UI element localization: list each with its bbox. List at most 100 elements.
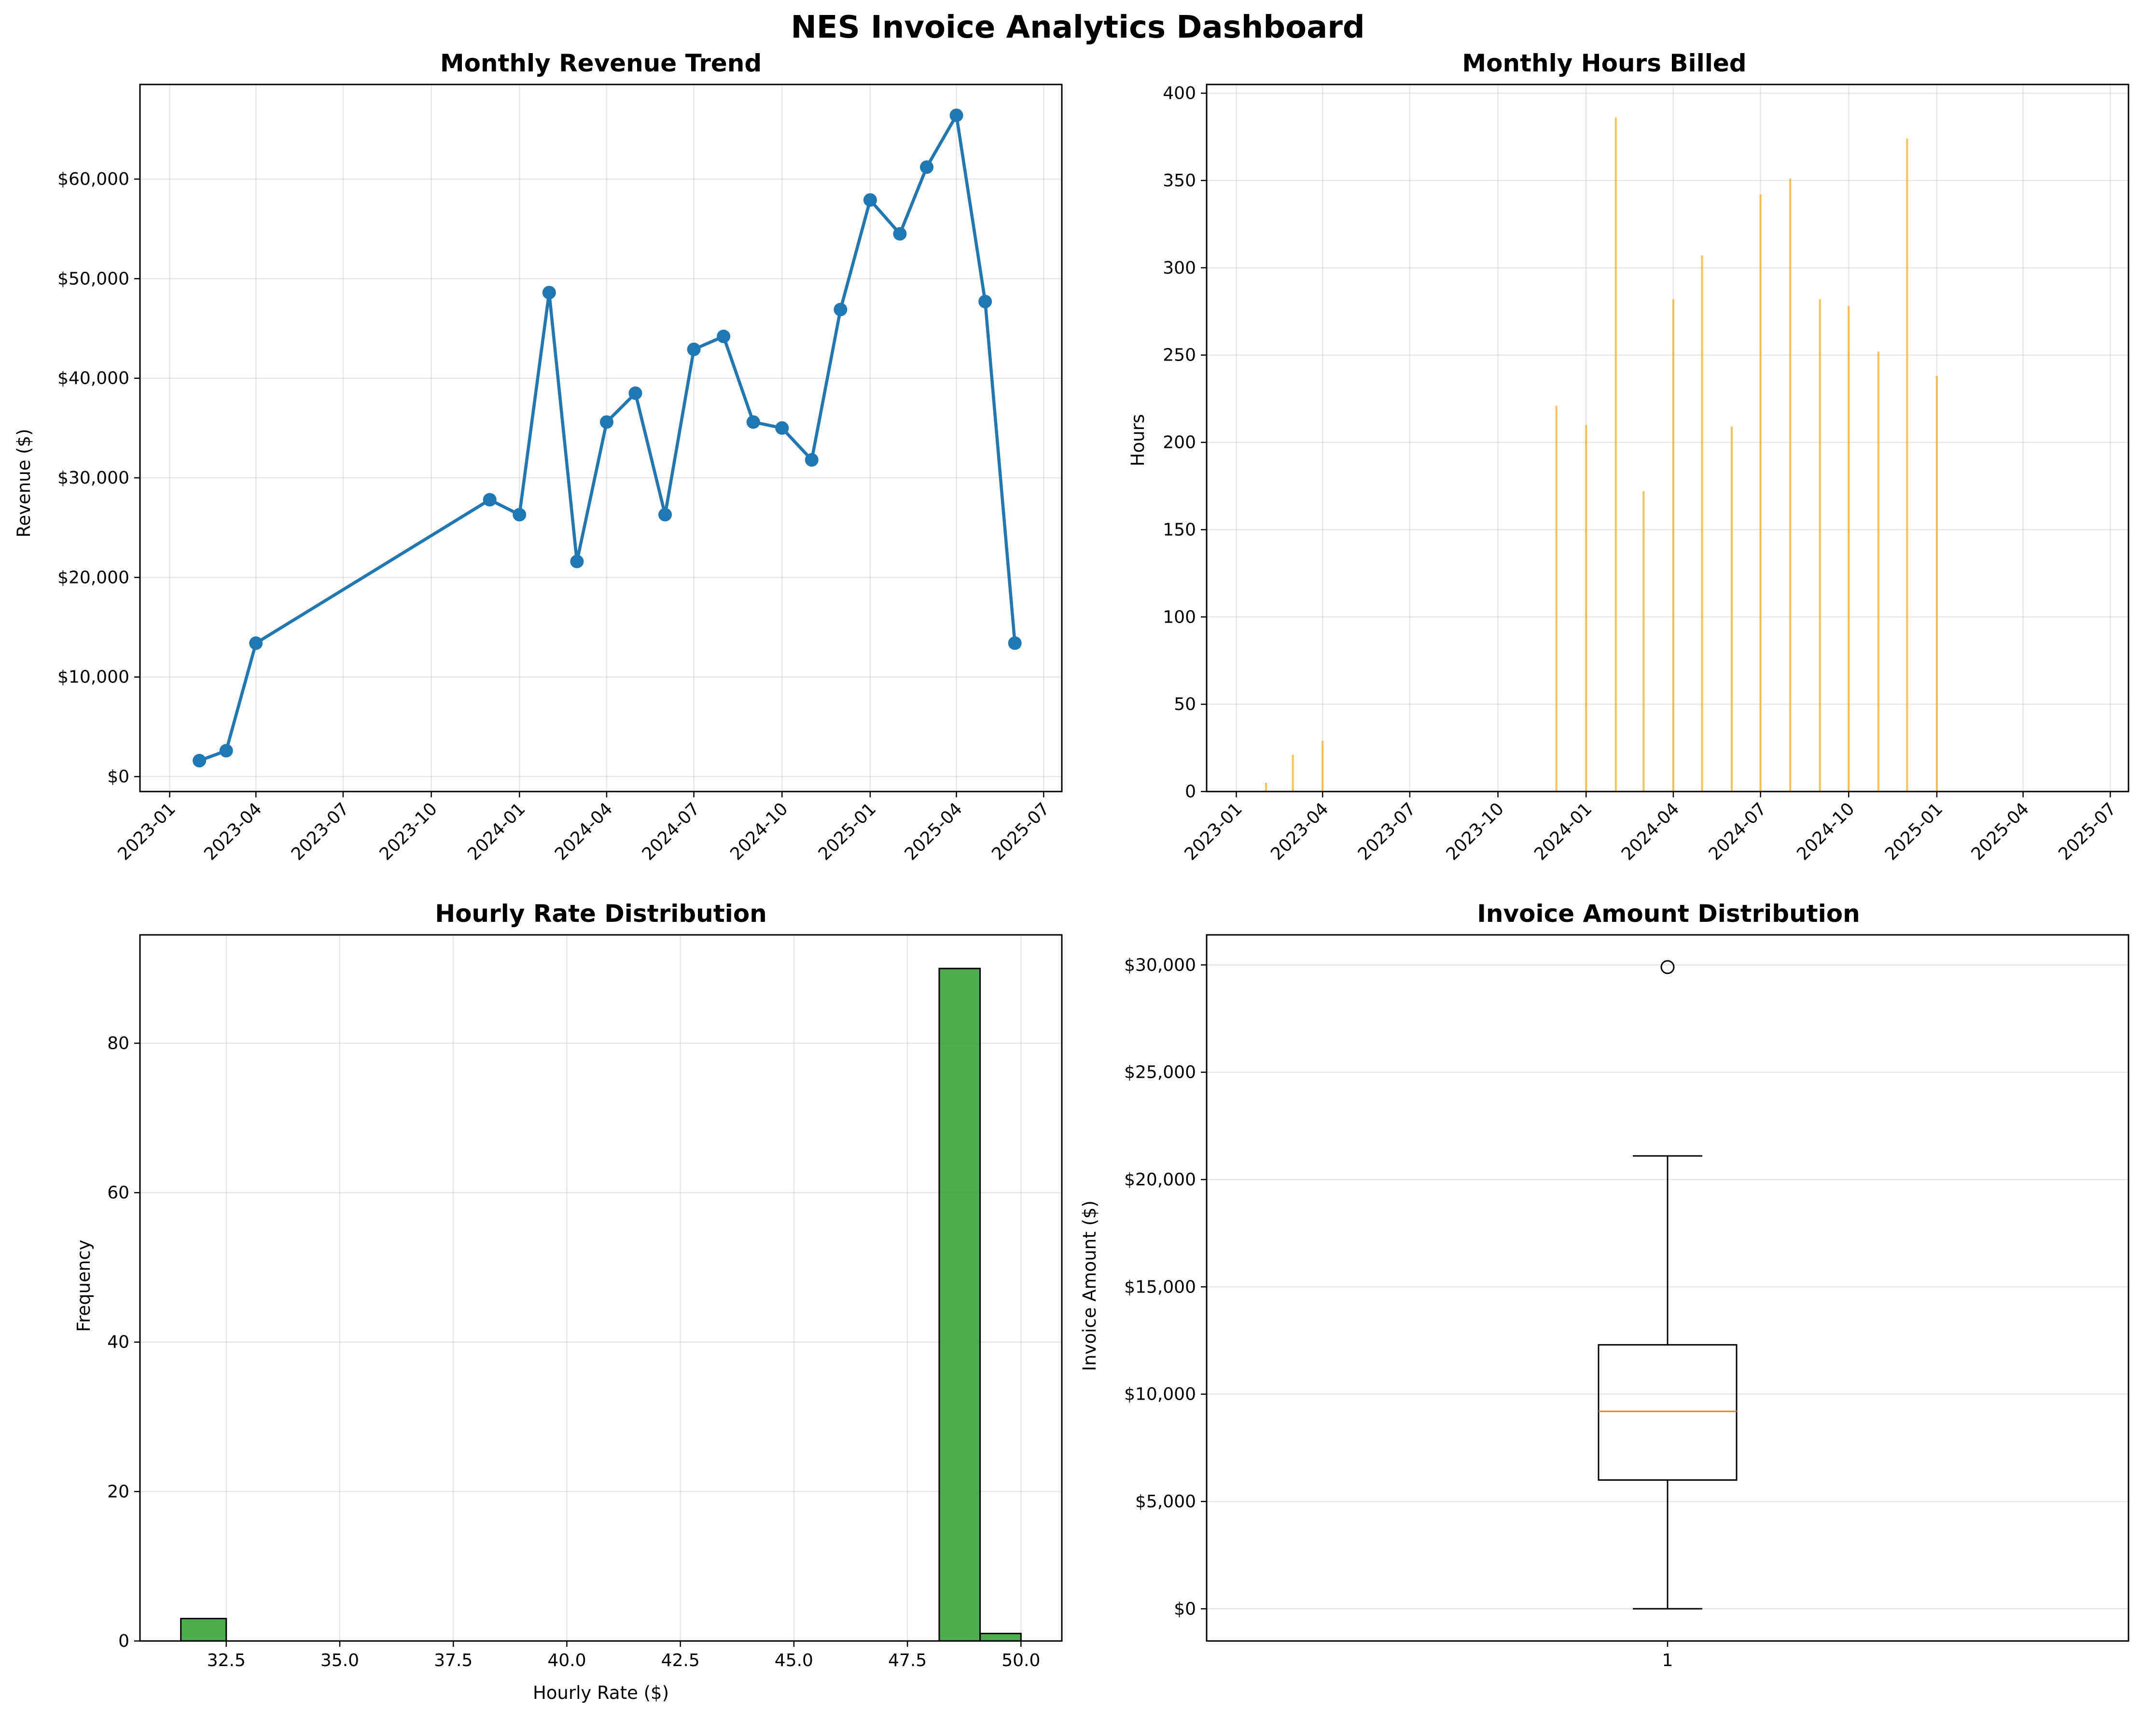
hours-bar bbox=[1731, 426, 1733, 792]
hours-bar bbox=[1672, 299, 1674, 792]
x-tick-label: 2025-04 bbox=[1968, 799, 2033, 864]
hours-billed-ylabel: Hours bbox=[1127, 414, 1148, 466]
x-tick-label: 50.0 bbox=[1001, 1651, 1040, 1670]
revenue-point bbox=[1008, 636, 1022, 650]
revenue-point bbox=[775, 421, 789, 435]
x-tick-label: 47.5 bbox=[888, 1651, 927, 1670]
invoice-amount-ylabel: Invoice Amount ($) bbox=[1079, 1200, 1100, 1371]
x-tick-label: 2025-01 bbox=[815, 799, 880, 864]
invoice-amount-marks bbox=[1598, 960, 1738, 1610]
hours-bar bbox=[1935, 376, 1938, 792]
x-tick-label: 2023-10 bbox=[1443, 799, 1508, 864]
x-tick-label: 37.5 bbox=[434, 1651, 473, 1670]
x-tick-label: 2023-10 bbox=[376, 799, 441, 864]
revenue-trend-ylabel: Revenue ($) bbox=[14, 429, 34, 537]
y-tick-label: 0 bbox=[1185, 782, 1196, 802]
x-tick-label: 2023-01 bbox=[114, 799, 180, 864]
x-tick-label: 32.5 bbox=[207, 1651, 246, 1670]
x-tick-label: 2023-04 bbox=[1267, 799, 1332, 864]
revenue-point bbox=[834, 303, 848, 317]
y-tick-label: $15,000 bbox=[1124, 1277, 1196, 1297]
y-tick-label: $30,000 bbox=[57, 468, 129, 488]
x-tick-label: 35.0 bbox=[320, 1651, 359, 1670]
revenue-point bbox=[805, 453, 819, 467]
y-tick-label: 20 bbox=[107, 1482, 129, 1501]
y-tick-label: $0 bbox=[107, 767, 129, 787]
revenue-trend-grid bbox=[140, 84, 1062, 792]
revenue-line bbox=[198, 113, 1016, 763]
hours-bar bbox=[1906, 139, 1908, 792]
revenue-point bbox=[949, 108, 963, 122]
revenue-trend-frame bbox=[139, 83, 1063, 792]
hourly-rate-marks bbox=[180, 968, 1022, 1642]
y-tick-label: 80 bbox=[107, 1033, 129, 1053]
hourly-rate-axes: 32.5 35.0 37.5 40.0 42.5 45.0 47.5 50.0 0 20 40 60 8… bbox=[107, 1033, 1040, 1670]
x-tick-label: 40.0 bbox=[547, 1651, 586, 1670]
revenue-point bbox=[628, 386, 642, 400]
x-tick-label: 2024-07 bbox=[1705, 799, 1770, 864]
hours-billed-chart: Monthly Hours Billed Hours 2023-01 2023-0… bbox=[1127, 49, 2129, 864]
x-tick-label: 2024-04 bbox=[1618, 799, 1683, 864]
revenue-point bbox=[542, 286, 556, 300]
hours-billed-title: Monthly Hours Billed bbox=[1462, 49, 1746, 77]
histogram-bar bbox=[979, 1633, 1022, 1642]
revenue-point bbox=[978, 294, 992, 308]
y-tick-label: 350 bbox=[1163, 171, 1196, 191]
hours-bar bbox=[1759, 194, 1762, 792]
hours-bar bbox=[1321, 741, 1324, 792]
y-tick-label: 40 bbox=[107, 1333, 129, 1352]
revenue-trend-axes: 2023-01 2023-04 2023-07 2023-10 2024-01 2024-… bbox=[57, 169, 1054, 864]
y-tick-label: $0 bbox=[1174, 1599, 1196, 1619]
y-tick-label: 100 bbox=[1163, 607, 1196, 627]
revenue-point bbox=[687, 342, 701, 356]
box-outlier bbox=[1660, 960, 1675, 974]
histogram-bar bbox=[180, 1618, 227, 1642]
hourly-rate-title: Hourly Rate Distribution bbox=[435, 900, 767, 928]
revenue-point bbox=[717, 330, 731, 344]
x-tick-label: 2023-04 bbox=[200, 799, 265, 864]
hours-bar bbox=[1642, 491, 1645, 792]
invoice-amount-title: Invoice Amount Distribution bbox=[1477, 900, 1860, 928]
hourly-rate-ylabel: Frequency bbox=[73, 1239, 94, 1332]
hours-bar bbox=[1585, 425, 1587, 792]
histogram-bar bbox=[938, 968, 981, 1642]
y-tick-label: $50,000 bbox=[57, 269, 129, 289]
revenue-point bbox=[513, 508, 527, 522]
hours-billed-marks bbox=[1265, 117, 1938, 792]
y-tick-label: $5,000 bbox=[1135, 1492, 1196, 1512]
y-tick-label: 250 bbox=[1163, 346, 1196, 365]
x-tick-label: 42.5 bbox=[661, 1651, 700, 1670]
revenue-point bbox=[193, 754, 207, 768]
box-iqr bbox=[1598, 1344, 1738, 1481]
hours-bar bbox=[1877, 351, 1879, 792]
y-tick-label: $20,000 bbox=[57, 568, 129, 587]
hourly-rate-grid bbox=[140, 935, 1062, 1642]
x-tick-label: 2024-10 bbox=[726, 799, 792, 864]
x-tick-label: 2023-07 bbox=[1354, 799, 1419, 864]
y-tick-label: 200 bbox=[1163, 433, 1196, 453]
hours-bar bbox=[1789, 179, 1792, 792]
x-tick-label: 2025-07 bbox=[988, 799, 1053, 864]
revenue-point bbox=[570, 555, 584, 569]
dashboard-title: NES Invoice Analytics Dashboard bbox=[791, 10, 1364, 45]
y-tick-label: 400 bbox=[1163, 83, 1196, 103]
revenue-point bbox=[863, 193, 877, 207]
x-tick-label: 2025-07 bbox=[2055, 799, 2120, 864]
x-tick-label: 2024-01 bbox=[1530, 799, 1596, 864]
x-tick-label: 2023-01 bbox=[1181, 799, 1246, 864]
y-tick-label: $20,000 bbox=[1124, 1170, 1196, 1190]
x-tick-label: 45.0 bbox=[775, 1651, 813, 1670]
x-tick-label: 2024-10 bbox=[1793, 799, 1858, 864]
hours-billed-axes: 2023-01 2023-04 2023-07 2023-10 2024-01 2024-… bbox=[1163, 83, 2120, 864]
y-tick-label: $10,000 bbox=[57, 667, 129, 687]
hours-billed-frame bbox=[1206, 83, 2129, 792]
hours-billed-grid bbox=[1207, 84, 2128, 792]
x-tick-label: 2024-04 bbox=[551, 799, 616, 864]
invoice-amount-chart: Invoice Amount Distribution Invoice Amou… bbox=[1079, 900, 2129, 1670]
hourly-rate-xlabel: Hourly Rate ($) bbox=[533, 1682, 669, 1703]
y-tick-label: $25,000 bbox=[1124, 1063, 1196, 1083]
hours-bar bbox=[1701, 255, 1703, 792]
revenue-trend-title: Monthly Revenue Trend bbox=[440, 49, 762, 77]
y-tick-label: 150 bbox=[1163, 520, 1196, 540]
